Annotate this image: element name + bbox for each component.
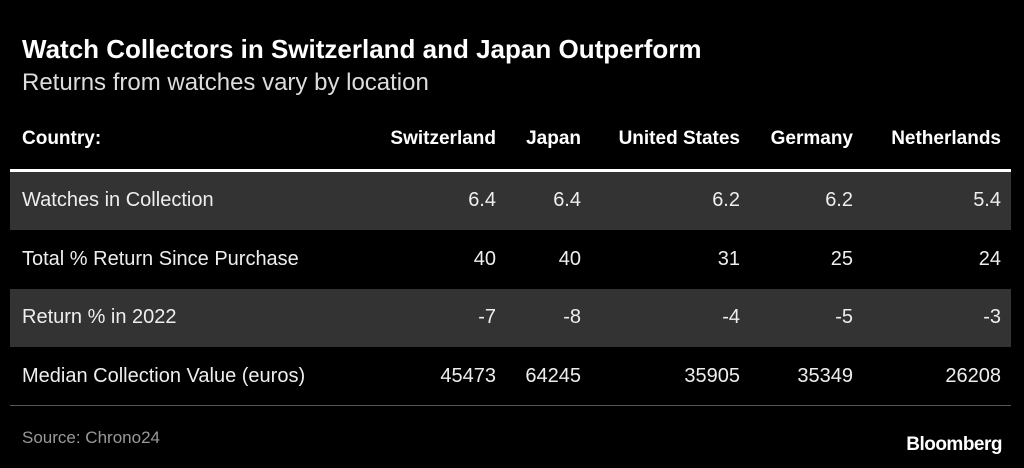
cell-value: 6.4 bbox=[468, 189, 496, 211]
cell-value: 26208 bbox=[945, 364, 1001, 387]
cell-value: 45473 bbox=[440, 364, 496, 387]
column-header: United States bbox=[618, 128, 740, 149]
row-header-label: Country: bbox=[22, 128, 102, 149]
cell-value: 40 bbox=[558, 247, 581, 270]
header-rule bbox=[10, 169, 1011, 172]
cell-value: 6.2 bbox=[712, 189, 740, 211]
row-label: Watches in Collection bbox=[22, 189, 214, 211]
cell-value: -7 bbox=[478, 306, 496, 328]
brand: Bloomberg bbox=[906, 434, 1002, 455]
row-label: Total % Return Since Purchase bbox=[22, 247, 299, 270]
table-row: Watches in Collection 6.4 6.4 6.2 6.2 5.4 bbox=[10, 172, 1011, 230]
cell-value: 40 bbox=[473, 247, 496, 270]
title: Watch Collectors in Switzerland and Japa… bbox=[22, 34, 702, 64]
cell-value: 31 bbox=[717, 247, 740, 270]
table: Country: Switzerland Japan United States Ger… bbox=[0, 118, 1024, 408]
table-row: Median Collection Value (euros) 45473 6424… bbox=[10, 348, 1011, 406]
table-row: Total % Return Since Purchase 40 40 31 25 24 bbox=[10, 231, 1011, 289]
cell-value: -5 bbox=[835, 306, 853, 328]
table-row: Return % in 2022 -7 -8 -4 -5 -3 bbox=[10, 289, 1011, 347]
row-label: Median Collection Value (euros) bbox=[22, 364, 306, 387]
cell-value: 35349 bbox=[797, 364, 853, 387]
cell-value: 24 bbox=[978, 247, 1001, 270]
bottom-rule bbox=[10, 405, 1011, 406]
source: Source: Chrono24 bbox=[22, 428, 160, 447]
cell-value: 35905 bbox=[684, 364, 740, 387]
column-header: Japan bbox=[526, 128, 581, 149]
cell-value: -4 bbox=[722, 306, 740, 328]
column-header: Netherlands bbox=[891, 128, 1001, 149]
cell-value: 6.4 bbox=[553, 189, 581, 211]
subtitle: Returns from watches vary by location bbox=[22, 69, 429, 96]
row-label: Return % in 2022 bbox=[22, 306, 177, 328]
cell-value: 5.4 bbox=[973, 189, 1001, 211]
cell-value: 6.2 bbox=[825, 189, 853, 211]
cell-value: -3 bbox=[983, 306, 1001, 328]
cell-value: 25 bbox=[830, 247, 853, 270]
cell-value: -8 bbox=[563, 306, 581, 328]
cell-value: 64245 bbox=[525, 364, 581, 387]
column-header: Switzerland bbox=[390, 128, 496, 149]
column-header: Germany bbox=[770, 128, 853, 149]
